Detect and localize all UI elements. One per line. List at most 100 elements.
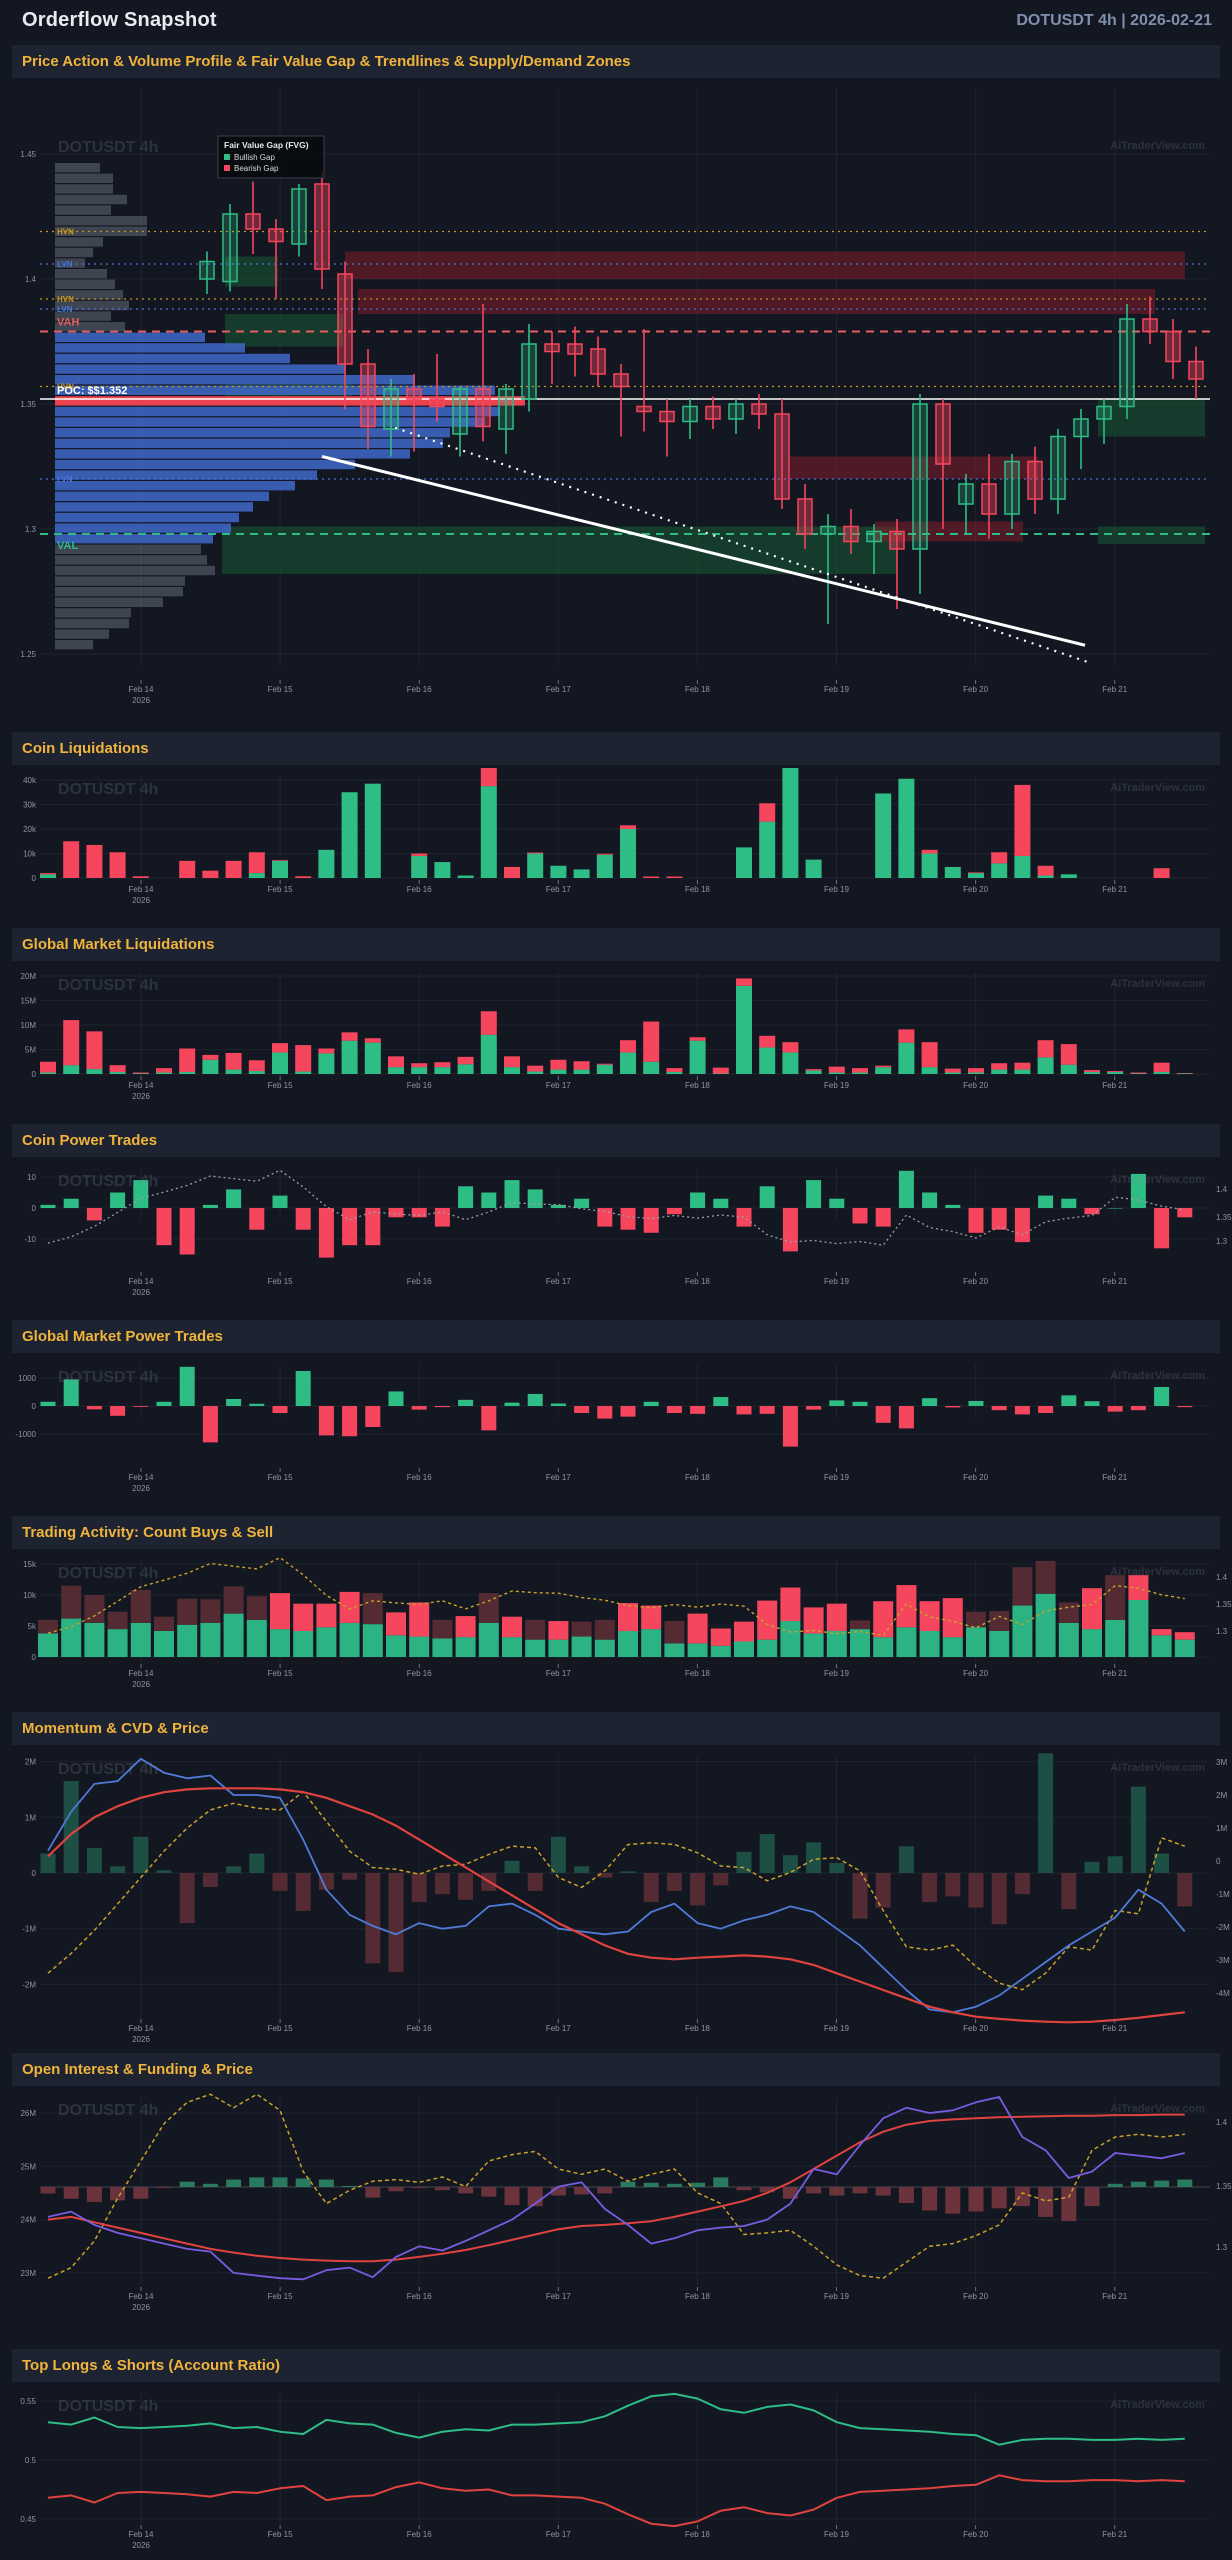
power-sell-bar	[666, 1406, 682, 1413]
watermark-brand: AiTraderView.com	[1110, 978, 1205, 990]
count-buy-bar	[989, 1630, 1010, 1657]
longs-shorts-canvas[interactable]: 0.55 0.5 0.45 DOTUSDT 4h AiTraderView.com Feb…	[0, 2385, 1232, 2560]
count-sell-bar	[710, 1628, 731, 1646]
liq-short-bar	[1037, 1040, 1054, 1058]
value-tick: -10	[24, 1235, 36, 1244]
global-liquidations-canvas[interactable]: 0 5M 10M 15M 20M DOTUSDT 4h AiTraderView.com Fe…	[0, 964, 1232, 1114]
liq-short-bar	[504, 866, 520, 878]
count-buy-bar	[177, 1624, 198, 1657]
value-tick: 20M	[20, 972, 36, 981]
candle-body-down	[406, 388, 422, 400]
liq-short-bar	[202, 1054, 219, 1060]
momentum-bar-negative	[202, 1873, 218, 1887]
count-buy-bar	[1012, 1605, 1033, 1657]
liq-short-bar	[248, 852, 265, 874]
day-label: Feb 15	[268, 2024, 293, 2033]
year-label: 2026	[132, 1092, 150, 1101]
liq-long-bar	[40, 1072, 56, 1074]
power-buy-bar	[713, 1198, 729, 1208]
price-tick-right: 1.3	[1216, 1627, 1228, 1636]
power-sell-bar	[1130, 1406, 1146, 1411]
power-buy-bar	[713, 1397, 729, 1406]
price-chart-canvas[interactable]: 1.451.41.351.31.25HVNHVNHVNLVNLVNLVNVAHV…	[0, 80, 1232, 710]
day-label: Feb 15	[268, 1081, 293, 1090]
liq-short-bar	[225, 860, 242, 878]
power-buy-bar	[806, 1180, 822, 1208]
liq-short-bar	[504, 1056, 520, 1068]
liq-short-bar	[202, 870, 219, 878]
liq-long-bar	[759, 1047, 776, 1074]
volume-profile-row	[55, 576, 185, 586]
power-sell-bar	[736, 1406, 752, 1415]
liq-long-bar	[318, 1053, 335, 1074]
price-tick-right: 1.3	[1216, 1237, 1228, 1246]
momentum-bar-positive	[1107, 1856, 1123, 1873]
liq-long-bar	[991, 863, 1008, 878]
section-header-global-liquidations: Global Market Liquidations	[12, 928, 1220, 961]
power-buy-bar	[527, 1393, 543, 1406]
funding-bar-negative	[411, 2187, 427, 2189]
liq-short-bar	[411, 853, 428, 856]
funding-bar-positive	[249, 2177, 265, 2187]
liq-short-bar	[712, 1067, 729, 1074]
count-sell-bar	[525, 1619, 546, 1640]
liq-short-bar	[1014, 1062, 1031, 1070]
value-tick: -1000	[16, 1430, 37, 1439]
supply-zone	[345, 251, 1185, 279]
power-sell-bar	[411, 1208, 427, 1218]
vah-label: VAH	[57, 317, 79, 329]
funding-bar-negative	[782, 2187, 798, 2199]
liq-short-bar	[1037, 865, 1054, 876]
count-buy-bar	[270, 1629, 290, 1657]
open-interest-canvas[interactable]: 26M 25M 24M 23M 1.4 1.35 1.3 DOTUSDT 4h AiTrader…	[0, 2089, 1232, 2339]
coin-power-trades-canvas[interactable]: 10 0 -10 1.4 1.35 1.3 DOTUSDT 4h AiTraderView.c…	[0, 1160, 1232, 1310]
liq-long-bar	[689, 1040, 706, 1074]
count-buy-bar	[154, 1630, 174, 1657]
watermark-symbol: DOTUSDT 4h	[58, 1173, 158, 1190]
funding-bar-negative	[875, 2187, 891, 2196]
day-label: Feb 19	[824, 2292, 849, 2301]
global-power-trades-canvas[interactable]: 1000 0 -1000 DOTUSDT 4h AiTraderView.com Feb …	[0, 1356, 1232, 1506]
day-label: Feb 18	[685, 1669, 710, 1678]
count-buy-bar	[803, 1633, 824, 1657]
liq-short-bar	[1014, 784, 1031, 856]
candle-body-down	[774, 413, 790, 500]
volume-profile-row	[55, 205, 111, 215]
day-label: Feb 20	[963, 1473, 988, 1482]
volume-profile-row	[55, 279, 115, 289]
power-sell-bar	[782, 1208, 798, 1252]
funding-bar-negative	[1061, 2187, 1077, 2222]
count-buy-bar	[966, 1627, 986, 1657]
count-buy-bar	[362, 1624, 383, 1657]
day-label: Feb 21	[1102, 2530, 1127, 2539]
day-label: Feb 21	[1102, 2292, 1127, 2301]
volume-profile-row	[55, 163, 100, 173]
volume-profile-row	[55, 311, 111, 321]
candle-body-down	[429, 398, 445, 408]
count-buy-bar	[386, 1635, 406, 1657]
funding-bar-negative	[365, 2187, 381, 2198]
count-sell-bar	[826, 1603, 847, 1631]
candle-body-up	[958, 483, 974, 505]
count-sell-bar	[1035, 1560, 1056, 1594]
day-label: Feb 17	[546, 1277, 571, 1286]
power-sell-bar	[1014, 1208, 1030, 1243]
watermark-brand: AiTraderView.com	[1110, 1174, 1205, 1186]
trading-activity-canvas[interactable]: 0 5k 10k 15k 1.4 1.35 1.3 DOTUSDT 4h AiTraderVie…	[0, 1552, 1232, 1702]
liq-long-bar	[40, 874, 56, 878]
power-buy-bar	[922, 1192, 938, 1208]
candle-body-up	[682, 405, 698, 423]
momentum-cvd-canvas[interactable]: 2M 1M 0 -1M -2M 3M 2M 1M 0 -1M -2M -3M -4M DOTUSDT 4h…	[0, 1748, 1232, 2043]
liq-short-bar	[573, 1061, 590, 1070]
value-tick: 1000	[18, 1374, 36, 1383]
liq-long-bar	[480, 1034, 497, 1074]
day-label: Feb 21	[1102, 1473, 1127, 1482]
liq-short-bar	[132, 1072, 149, 1074]
power-buy-bar	[829, 1400, 845, 1406]
count-buy-bar	[571, 1636, 592, 1657]
price-tick-right: 1.4	[1216, 1185, 1228, 1194]
liq-long-bar	[736, 985, 752, 1074]
coin-liquidations-canvas[interactable]: 0 10k 20k 30k 40k DOTUSDT 4h AiTraderView.com F…	[0, 768, 1232, 918]
power-buy-bar	[898, 1170, 914, 1208]
